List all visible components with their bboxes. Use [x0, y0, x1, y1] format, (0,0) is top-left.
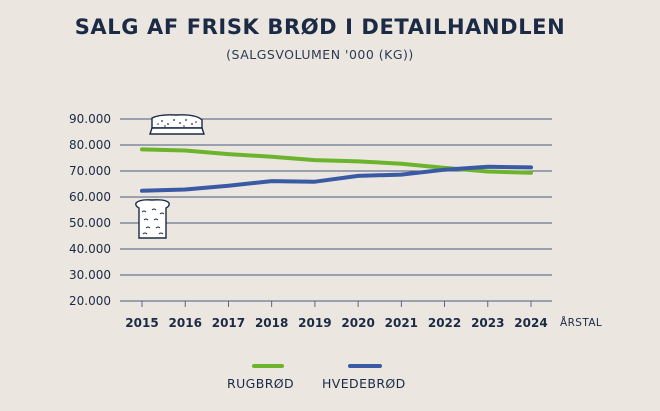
y-tick-label: 30.000 [69, 268, 111, 282]
chart-title: SALG AF FRISK BRØD I DETAILHANDLEN [74, 15, 566, 39]
x-tick-label: 2021 [385, 316, 418, 330]
series-lines [140, 147, 533, 193]
x-tick-label: 2017 [212, 316, 245, 330]
y-tick-label: 60.000 [69, 190, 111, 204]
x-tick-label: 2022 [428, 316, 461, 330]
series-line-1 [140, 164, 533, 193]
x-tick-label: 2018 [255, 316, 288, 330]
x-tick-label: 2024 [514, 316, 547, 330]
x-tick-label: 2023 [471, 316, 504, 330]
x-tick-label: 2019 [298, 316, 331, 330]
y-tick-label: 90.000 [69, 112, 111, 126]
y-tick-label: 50.000 [69, 216, 111, 230]
legend: RUGBRØD HVEDEBRØD [227, 364, 406, 391]
x-axis-title: ÅRSTAL [560, 316, 602, 329]
y-tick-label: 40.000 [69, 242, 111, 256]
x-tick-label: 2015 [125, 316, 158, 330]
x-tick-label: 2016 [169, 316, 202, 330]
x-tick-labels: 2015 2016 2017 2018 2019 2020 2021 2022 2023 2024 [125, 301, 548, 330]
bread-slice-icon [149, 114, 205, 135]
legend-label: RUGBRØD [227, 376, 294, 391]
legend-label: HVEDEBRØD [322, 376, 406, 391]
grid-lines [120, 118, 552, 302]
x-tick-label: 2020 [341, 316, 374, 330]
y-tick-label: 20.000 [69, 294, 111, 308]
chart-subtitle: (SALGSVOLUMEN '000 (KG)) [226, 47, 414, 62]
y-tick-labels: 20.000 30.000 40.000 50.000 60.000 70.000 80.0… [69, 112, 111, 308]
y-tick-label: 70.000 [69, 164, 111, 178]
y-tick-label: 80.000 [69, 138, 111, 152]
rye-bread-icon [135, 199, 170, 239]
